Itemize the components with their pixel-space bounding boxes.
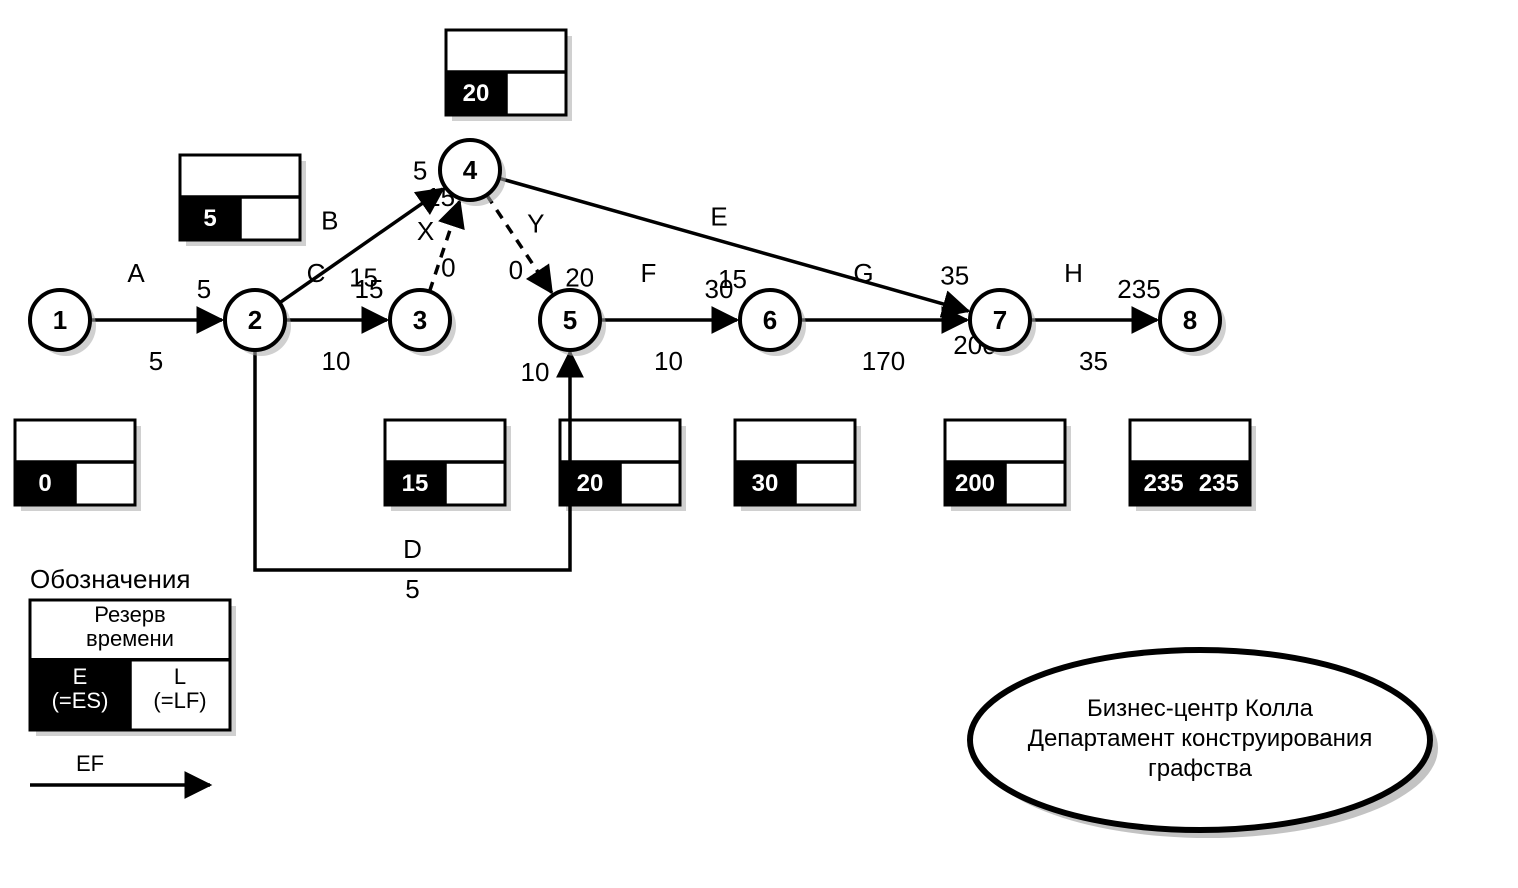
edge-dur-G: 170: [862, 346, 905, 376]
legend-right-0: L: [174, 664, 186, 689]
title-line-1: Департамент конструирования: [1028, 725, 1373, 752]
infobox-l-8: 235: [1199, 470, 1239, 497]
edge-dur-F: 10: [654, 346, 683, 376]
edge-dur-D: 5: [405, 574, 419, 604]
edge-dur-H: 35: [1079, 346, 1108, 376]
edge-mid-D: 10: [521, 357, 550, 387]
title-line-0: Бизнес-центр Колла: [1087, 695, 1314, 722]
legend-top-1: времени: [86, 626, 174, 651]
edge-dur-B: 15: [349, 262, 378, 292]
node-label-1: 1: [53, 305, 67, 335]
edge-top-H: 235: [1117, 274, 1160, 304]
edge-label-A: A: [127, 258, 145, 288]
node-label-2: 2: [248, 305, 262, 335]
node-label-6: 6: [763, 305, 777, 335]
infobox-e-3: 15: [402, 470, 429, 497]
edge-label-H: H: [1064, 258, 1083, 288]
legend-right-1: (=LF): [153, 688, 206, 713]
title-line-2: графства: [1148, 755, 1253, 782]
network-diagram: 0515202030200235235 A55C1015B155X015Y020…: [0, 0, 1518, 888]
node-label-8: 8: [1183, 305, 1197, 335]
legend-top-0: Резерв: [94, 602, 165, 627]
legend-left-1: (=ES): [52, 688, 109, 713]
node-label-7: 7: [993, 305, 1007, 335]
infobox-e-5: 20: [577, 470, 604, 497]
edge-label-E: E: [710, 201, 727, 231]
node-label-5: 5: [563, 305, 577, 335]
edge-dur-C: 10: [322, 346, 351, 376]
legend-ef-label: EF: [76, 751, 104, 776]
edge-label-Y: Y: [527, 209, 544, 239]
infobox-e-1: 0: [38, 470, 51, 497]
edge-top-A: 5: [197, 274, 211, 304]
infobox-e-8: 235: [1144, 470, 1184, 497]
edge-label-D: D: [403, 534, 422, 564]
edge-label-B: B: [321, 205, 338, 235]
edge-dur-E: 15: [718, 264, 747, 294]
edge-label-F: F: [641, 258, 657, 288]
edge-label-X: X: [417, 216, 434, 246]
node-label-3: 3: [413, 305, 427, 335]
edge-dur-Y: 0: [509, 255, 523, 285]
infobox-e-2: 5: [203, 205, 216, 232]
infobox-e-4: 20: [463, 80, 490, 107]
infobox-e-6: 30: [752, 470, 779, 497]
legend-left-0: E: [73, 664, 88, 689]
node-label-4: 4: [463, 155, 478, 185]
infobox-e-7: 200: [955, 470, 995, 497]
edge-top-E: 35: [940, 261, 969, 291]
edge-dur-X: 0: [441, 253, 455, 283]
edge-dur-A: 5: [149, 346, 163, 376]
legend-title: Обозначения: [30, 564, 190, 594]
